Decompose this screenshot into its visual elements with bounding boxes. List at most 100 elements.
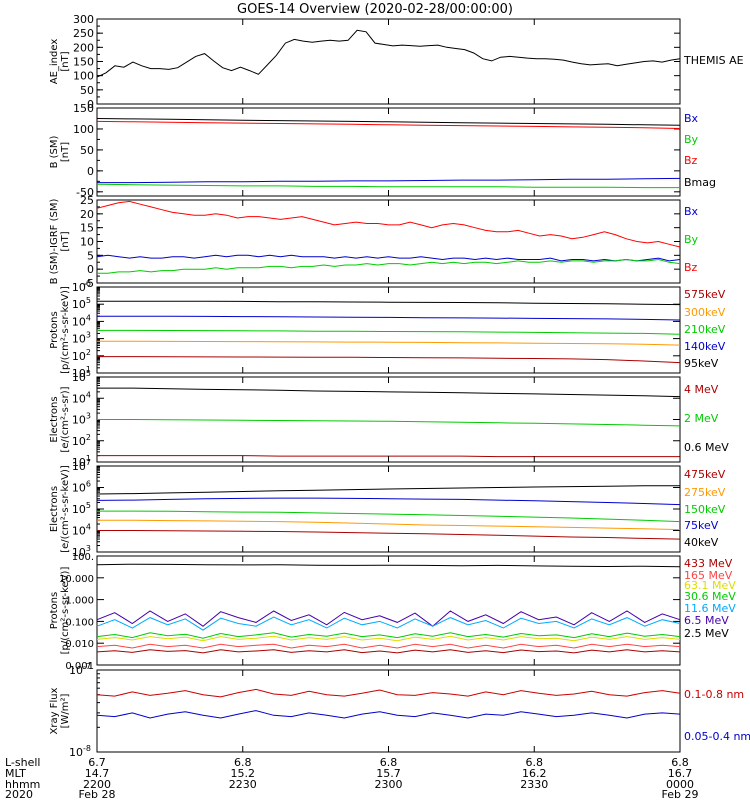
y-tick-label: 106 [72, 480, 91, 495]
series-line-30-6-mev [96, 632, 681, 639]
panel-frame [96, 465, 681, 553]
y-tick-label: 104 [72, 523, 91, 538]
series-line-bz [96, 120, 681, 129]
legend-entry: 75keV [684, 519, 719, 532]
panel-protons: 101 102 103 104 105 106 Protons [p/(cm²-s-sr-ke… [49, 279, 726, 380]
y-tick-label: 0 [87, 98, 94, 111]
y-axis-label: B (SM) [49, 135, 60, 168]
y-tick-label: 103 [72, 331, 91, 346]
legend-entry: 140keV [684, 340, 726, 353]
y-tick-label: 103 [72, 544, 91, 559]
y-tick-label: 105 [72, 296, 91, 311]
legend-entry: 2 MeV [684, 412, 719, 425]
panel-xray: 10-8 10-7 Xray Flux [W/m²] 0.1-0.8 nm 0.05-0.… [49, 662, 750, 759]
x-tick-label-hhmm: 0000 [666, 778, 694, 791]
legend-entry: 30.6 MeV [684, 590, 736, 603]
legend-entry: Bmag [684, 176, 716, 189]
y-axis-label: [p/(cm²-s-sr-keV)] [60, 567, 71, 655]
x-row-label: MLT [5, 767, 26, 780]
y-tick-label: 15 [80, 222, 94, 235]
x-tick-label-lshell: 6.8 [234, 756, 252, 769]
x-tick-label-mlt: 14.7 [85, 767, 110, 780]
y-tick-label: 105 [72, 501, 91, 516]
x-tick-label-mlt: 16.7 [668, 767, 693, 780]
legend-entry: 475keV [684, 468, 726, 481]
y-tick-label: 200 [73, 41, 94, 54]
y-tick-label: 104 [72, 313, 91, 328]
y-tick-label: 150 [73, 56, 94, 69]
y-axis-label: Protons [49, 311, 60, 348]
series-line-bz [96, 200, 681, 248]
y-axis-label: [e/(cm²-s-sr)] [60, 386, 71, 452]
y-tick-label: 0 [87, 165, 94, 178]
series-line-475kev [97, 530, 681, 540]
panel-frame [96, 669, 681, 753]
panel-protons_hi: 0.001 0.010 0.100 1.000 10.000 100. Protons [p/… [49, 552, 736, 672]
y-axis-label: Xray Flux [49, 687, 60, 734]
y-tick-label: -5 [83, 277, 94, 290]
y-tick-label: 105 [72, 369, 91, 384]
series-line-bx [97, 177, 681, 184]
legend-entry: 40keV [684, 536, 719, 549]
series-line-300kev [97, 340, 681, 346]
y-tick-label: 0.010 [65, 639, 94, 650]
y-tick-label: 0.001 [65, 661, 94, 672]
panel-frame [96, 199, 681, 284]
legend-entry: Bx [684, 112, 699, 125]
y-tick-label: 101 [72, 454, 91, 469]
legend-entry: 575keV [684, 288, 726, 301]
y-tick-label: 103 [72, 412, 91, 427]
y-tick-label: 1.000 [65, 596, 94, 607]
series-line-by [97, 258, 681, 274]
y-axis-label: [p/(cm²-s-sr-keV)] [60, 286, 71, 374]
y-tick-label: 150 [73, 102, 94, 115]
legend-entry: 6.5 MeV [684, 614, 729, 627]
legend-entry: Bx [684, 205, 699, 218]
series-line-63-1-mev [96, 635, 681, 642]
panel-electrons2: 103 104 105 106 107 Electrons [e/(cm²-s-sr-keV… [49, 458, 726, 559]
y-tick-label: 10 [80, 236, 94, 249]
figure-title: GOES-14 Overview (2020-02-28/00:00:00) [237, 2, 513, 17]
legend-entry: 2.5 MeV [684, 627, 729, 640]
series-line-95kev [97, 300, 681, 306]
y-tick-label: 100 [73, 70, 94, 83]
y-axis-label: [nT] [60, 231, 71, 251]
y-tick-label: 25 [80, 194, 94, 207]
series-line-themis-ae [96, 29, 681, 78]
panel-electrons1: 101 102 103 104 105 Electrons [e/(cm²-s-sr)] 4 … [49, 369, 729, 469]
panel-frame [96, 107, 681, 197]
x-tick-label-mlt: 15.2 [231, 767, 256, 780]
series-line-2-5-mev [96, 563, 681, 568]
panel-frame [96, 555, 681, 666]
series-line-275kev [97, 519, 681, 531]
series-line-by [96, 183, 680, 189]
series-line-6-5-mev [96, 610, 681, 627]
legend-entry: 4 MeV [684, 383, 719, 396]
legend-entry: Bz [684, 154, 698, 167]
legend-entry: Bz [684, 261, 698, 274]
legend-entry: 300keV [684, 306, 726, 319]
legend-entry: 95keV [684, 357, 719, 370]
x-tick-label-hhmm: 2330 [520, 778, 548, 791]
y-axis-label: [W/m²] [60, 693, 71, 728]
series-line-40kev [96, 485, 680, 495]
series-line-140kev [97, 315, 681, 321]
x-tick-label-hhmm: 2300 [375, 778, 403, 791]
x-tick-label-hhmm: 2230 [229, 778, 257, 791]
y-tick-label: 100. [72, 552, 94, 563]
x-row-label: 2020 [5, 788, 33, 800]
x-tick-label-lshell: 6.8 [380, 756, 398, 769]
y-tick-label: 20 [80, 208, 94, 221]
y-tick-label: 104 [72, 390, 91, 405]
y-axis-label: Electrons [49, 396, 60, 442]
y-axis-label: Protons [49, 592, 60, 629]
x-row-label: L-shell [5, 756, 41, 769]
y-axis-label: [e/(cm²-s-sr-keV)] [60, 465, 71, 553]
y-tick-label: 10-8 [69, 744, 91, 759]
legend-entry: 210keV [684, 323, 726, 336]
legend-entry: 63.1 MeV [684, 579, 736, 592]
